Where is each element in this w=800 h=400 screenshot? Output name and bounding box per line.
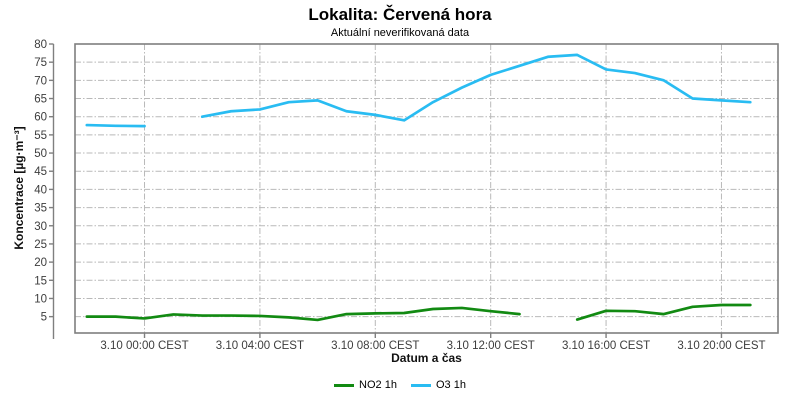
series-line-no2	[85, 306, 521, 322]
legend-swatch-o3-icon	[410, 383, 431, 387]
y-tick-label: 40	[34, 184, 47, 196]
chart-subtitle: Aktuální neverifikovaná data	[330, 27, 470, 39]
x-tick-label: 3.10 04:00 CEST	[216, 340, 304, 352]
legend-item-o3: O3 1h	[410, 379, 466, 391]
legend-item-no2: NO2 1h	[334, 379, 397, 391]
y-tick-label: 65	[34, 94, 47, 106]
legend-swatch-no2-icon	[334, 383, 355, 387]
y-tick-label: 55	[34, 130, 47, 142]
series-line-o3	[200, 53, 752, 122]
y-tick-label: 70	[34, 75, 47, 87]
legend-label-o3: O3 1h	[435, 379, 466, 391]
y-tick-label: 25	[34, 239, 47, 251]
y-tick-label: 75	[34, 57, 47, 69]
y-tick-label: 45	[34, 166, 47, 178]
legend: NO2 1h O3 1h	[0, 379, 800, 391]
x-axis-title: Datum a čas	[391, 351, 462, 365]
x-tick-label: 3.10 08:00 CEST	[331, 340, 419, 352]
series-line-o3	[85, 123, 146, 128]
y-tick-label: 35	[34, 203, 47, 215]
x-tick-label: 3.10 12:00 CEST	[447, 340, 535, 352]
x-tick-label: 3.10 00:00 CEST	[100, 340, 188, 352]
y-tick-label: 30	[34, 221, 47, 233]
plot-border	[74, 43, 779, 334]
chart-title: Lokalita: Červená hora	[308, 5, 492, 24]
y-tick-label: 5	[41, 312, 47, 324]
y-tick-label: 80	[34, 39, 47, 51]
x-tick-label: 3.10 16:00 CEST	[562, 340, 650, 352]
legend-label-no2: NO2 1h	[359, 379, 397, 391]
plot-background	[75, 44, 778, 333]
y-tick-label: 20	[34, 257, 47, 269]
y-tick-label: 60	[34, 112, 47, 124]
y-tick-label: 50	[34, 148, 47, 160]
y-tick-label: 15	[34, 275, 47, 287]
x-tick-label: 3.10 20:00 CEST	[677, 340, 765, 352]
y-tick-label: 10	[34, 293, 47, 305]
series-line-no2	[575, 303, 752, 321]
